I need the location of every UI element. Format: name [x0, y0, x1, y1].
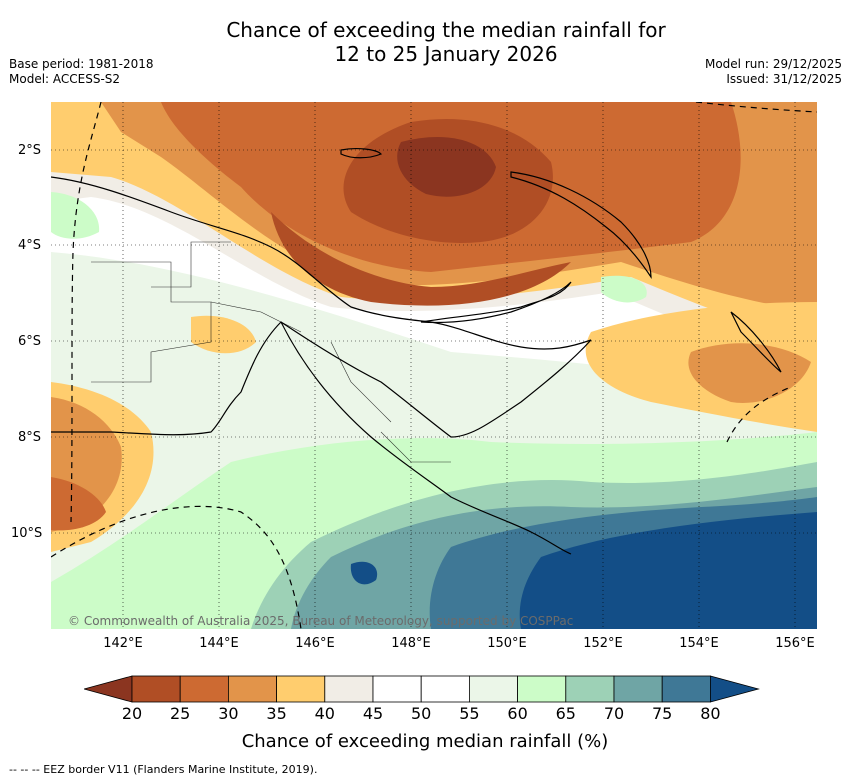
colorbar-segment [324, 675, 374, 703]
colorbar-segment [661, 675, 711, 703]
lon-label-154e: 154°E [679, 636, 719, 651]
colorbar-tick-label: 45 [362, 704, 384, 723]
colorbar-tick-label: 25 [170, 704, 191, 723]
colorbar-extend-high [710, 675, 760, 703]
lon-label-152e: 152°E [583, 636, 623, 651]
base-period: Base period: 1981-2018 [9, 57, 154, 71]
colorbar-segment [468, 675, 518, 703]
eez-borders [51, 102, 817, 629]
colorbar-tick-label: 60 [507, 704, 528, 723]
lat-label-4s: 4°S [18, 238, 42, 253]
colorbar-segment [276, 675, 326, 703]
lon-label-148e: 148°E [391, 636, 431, 651]
coastline-new-britain [420, 281, 572, 324]
contour-inner-orange [191, 315, 256, 354]
lon-label-146e: 146°E [295, 636, 335, 651]
contour-west-dark-orange [51, 477, 106, 531]
colorbar-label: Chance of exceeding median rainfall (%) [241, 731, 609, 752]
colorbar-tick-label: 40 [314, 704, 335, 723]
colorbar-segment [565, 675, 615, 703]
contour-darkest-brown [397, 136, 496, 197]
copyright-notice: © Commonwealth of Australia 2025, Bureau… [68, 614, 574, 628]
lat-label-8s: 8°S [18, 430, 42, 445]
coastlines [51, 148, 782, 555]
contour-se-orange [688, 343, 811, 403]
contour-dark-blue [519, 512, 817, 629]
coastline-new-ireland [510, 171, 652, 279]
map-title: Chance of exceeding the median rainfall … [0, 18, 850, 66]
colorbar-tick-label: 70 [603, 704, 625, 723]
colorbar-segment [613, 675, 663, 703]
lat-label-2s: 2°S [18, 143, 42, 158]
colorbar-segment [179, 675, 229, 703]
metadata-left: Base period: 1981-2018 Model: ACCESS-S2 [9, 57, 154, 87]
colorbar-segment [227, 675, 277, 703]
colorbar-segment [517, 675, 567, 703]
eez-legend: -- -- -- EEZ border V11 (Flanders Marine… [9, 763, 318, 776]
model-name: Model: ACCESS-S2 [9, 72, 121, 86]
colorbar-segment [131, 675, 181, 703]
colorbar-tick-label: 80 [700, 704, 721, 723]
contour-west-green [51, 192, 100, 239]
colorbar-tick-label: 75 [652, 704, 673, 723]
colorbar-tick-label: 35 [266, 704, 287, 723]
colorbar-tick-label: 65 [555, 704, 576, 723]
colorbar [84, 675, 760, 703]
rainfall-map [51, 102, 817, 629]
issued-date: Issued: 31/12/2025 [726, 72, 842, 86]
colorbar-segment [372, 675, 422, 703]
lon-label-150e: 150°E [487, 636, 527, 651]
coastline-south-coast [280, 321, 572, 555]
lon-label-144e: 144°E [199, 636, 239, 651]
contour-dark-blue-spot [350, 561, 378, 585]
colorbar-tick-label: 20 [121, 704, 143, 723]
colorbar-tick-label: 30 [218, 704, 239, 723]
lon-label-156e: 156°E [775, 636, 815, 651]
coastline-bougainville [730, 311, 782, 373]
contour-brown-2 [271, 212, 571, 306]
colorbar-tick-label: 50 [411, 704, 432, 723]
colorbar-tick-label: 55 [459, 704, 480, 723]
colorbar-segment [420, 675, 470, 703]
coastline-new-guinea [51, 176, 592, 438]
model-run-date: Model run: 29/12/2025 [704, 57, 842, 71]
title-line-2: 12 to 25 January 2026 [334, 42, 558, 66]
title-line-1: Chance of exceeding the median rainfall … [226, 18, 666, 42]
coastline-manus [340, 148, 383, 159]
colorbar-extend-low [84, 675, 133, 703]
lat-label-6s: 6°S [18, 334, 42, 349]
lon-label-142e: 142°E [103, 636, 143, 651]
metadata-right: Model run: 29/12/2025 Issued: 31/12/2025 [705, 57, 842, 87]
contour-ne-green [601, 275, 647, 303]
lat-label-10s: 10°S [11, 526, 43, 541]
